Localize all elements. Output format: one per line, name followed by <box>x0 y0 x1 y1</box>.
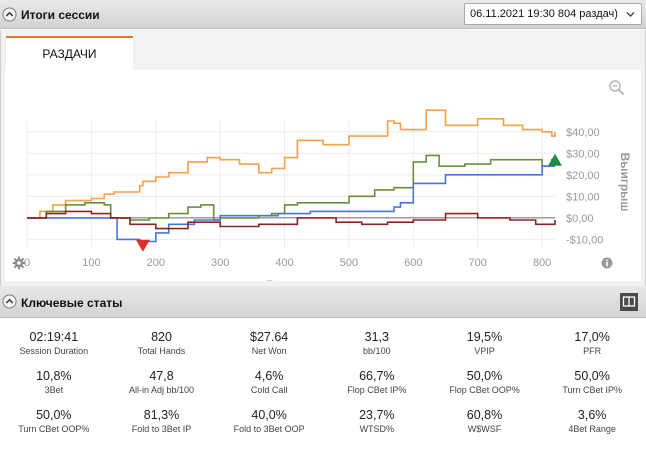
chart-panel: 0 100 200 300 400 500 600 700 800 -$10,00 $0,00 $10… <box>5 70 641 281</box>
x-tick-label: 400 <box>275 257 293 269</box>
x-tick-label: 200 <box>147 257 165 269</box>
stat-cell: 40,0% Fold to 3Bet OOP <box>215 407 323 446</box>
stat-value: 50,0% <box>36 408 72 422</box>
stat-label: Turn CBet OOP% <box>18 424 90 434</box>
session-summary-title: Итоги сессии <box>21 8 100 22</box>
stat-label: 3Bet <box>44 385 64 395</box>
stat-value: 820 <box>151 330 172 344</box>
stat-label: WTSD% <box>359 424 395 434</box>
collapse-session-icon[interactable] <box>2 7 17 22</box>
stat-value: 50,0% <box>574 369 610 383</box>
x-tick-label: 300 <box>211 257 229 269</box>
y-tick-label: -$10,00 <box>566 234 603 246</box>
x-tick-label: 500 <box>340 257 358 269</box>
y-tick-label: $0,00 <box>566 213 594 225</box>
stat-value: 10,8% <box>36 369 72 383</box>
x-tick-label: 600 <box>404 257 422 269</box>
stat-label: bb/100 <box>363 346 391 356</box>
collapse-stats-icon[interactable] <box>2 294 17 309</box>
stat-cell: 10,8% 3Bet <box>0 368 108 407</box>
stat-label: Net Won <box>251 346 287 356</box>
stat-label: Fold to 3Bet OOP <box>233 424 305 434</box>
stat-label: All-in Adj bb/100 <box>128 385 195 395</box>
stat-label: 4Bet Range <box>568 424 616 434</box>
x-tick-label: 0 <box>24 257 30 269</box>
info-icon[interactable] <box>601 257 613 269</box>
stat-value: 81,3% <box>143 408 180 422</box>
stat-label: Session Duration <box>19 346 89 356</box>
stat-label: Cold Call <box>250 385 288 395</box>
layout-icon[interactable] <box>620 293 638 311</box>
series-line <box>27 109 556 219</box>
stat-cell: 4,6% Cold Call <box>215 368 323 407</box>
marker-triangle-up <box>548 153 562 166</box>
stat-value: 02:19:41 <box>29 330 79 344</box>
stat-label: Flop CBet OOP% <box>449 385 520 395</box>
stat-cell: 31,3 bb/100 <box>323 329 431 368</box>
stat-label: VPIP <box>474 346 495 356</box>
y-tick-label: $30,00 <box>566 148 600 160</box>
y-tick-label: $40,00 <box>566 127 600 139</box>
session-content: РАЗДАЧИ 0 100 200 300 400 500 600 700 800 -$10,00… <box>0 30 646 286</box>
stat-cell: 81,3% Fold to 3Bet IP <box>108 407 216 446</box>
key-stats-title: Ключевые статы <box>21 296 123 310</box>
key-stats-header: Ключевые статы <box>0 286 646 318</box>
stat-value: 66,7% <box>359 369 395 383</box>
y-tick-label: $20,00 <box>566 170 600 182</box>
tab-hands[interactable]: РАЗДАЧИ <box>6 36 133 70</box>
stat-cell: 60,8% W$WSF <box>431 407 539 446</box>
x-axis-label: Раздачи <box>267 278 316 281</box>
stat-label: Turn CBet IP% <box>562 385 622 395</box>
stat-value: 4,6% <box>254 369 284 383</box>
stat-value: 23,7% <box>359 408 395 422</box>
key-stats-grid: 02:19:41 Session Duration 820 Total Hands $2… <box>0 329 646 446</box>
stat-value: 17,0% <box>574 330 610 344</box>
stat-label: W$WSF <box>467 424 502 434</box>
chevron-down-icon <box>626 12 635 17</box>
session-summary-header: Итоги сессии 06.11.2021 19:30 804 раздач… <box>0 0 646 29</box>
stat-cell: 23,7% WTSD% <box>323 407 431 446</box>
stat-value: 19,5% <box>466 330 503 344</box>
stat-label: Flop CBet IP% <box>347 385 407 395</box>
marker-triangle-down <box>135 239 150 252</box>
gear-icon[interactable] <box>12 256 26 270</box>
stat-cell: 66,7% Flop CBet IP% <box>323 368 431 407</box>
key-stats-area: 02:19:41 Session Duration 820 Total Hands $2… <box>0 318 646 464</box>
stat-cell: 50,0% Flop CBet OOP% <box>431 368 539 407</box>
series-line <box>27 210 556 230</box>
stat-cell: 17,0% PFR <box>538 329 646 368</box>
stat-cell: 3,6% 4Bet Range <box>538 407 646 446</box>
stat-cell: 19,5% VPIP <box>431 329 539 368</box>
winnings-chart: 0 100 200 300 400 500 600 700 800 -$10,00 $0,00 $10… <box>24 109 632 281</box>
stat-cell: 47,8 All-in Adj bb/100 <box>108 368 216 407</box>
stat-cell: 02:19:41 Session Duration <box>0 329 108 368</box>
stat-label: Fold to 3Bet IP <box>131 424 192 434</box>
stat-value: 50,0% <box>466 369 503 383</box>
zoom-icon[interactable] <box>608 79 626 97</box>
x-tick-label: 800 <box>533 257 551 269</box>
y-tick-label: $10,00 <box>566 191 600 203</box>
series-line <box>27 154 555 221</box>
stat-value: 40,0% <box>251 408 287 422</box>
stat-value: 31,3 <box>364 330 389 344</box>
stat-value: 47,8 <box>149 369 174 383</box>
x-tick-label: 700 <box>469 257 487 269</box>
stat-value: 60,8% <box>466 408 503 422</box>
stat-label: PFR <box>583 346 602 356</box>
y-axis-label: Выигрыш <box>618 153 632 212</box>
stat-label: Total Hands <box>137 346 186 356</box>
stat-value: 3,6% <box>577 408 607 422</box>
series-line <box>27 165 555 243</box>
stat-cell: 50,0% Turn CBet OOP% <box>0 407 108 446</box>
stat-cell: 820 Total Hands <box>108 329 216 368</box>
stat-value: $27.64 <box>250 330 289 344</box>
stat-cell: 50,0% Turn CBet IP% <box>538 368 646 407</box>
x-tick-label: 100 <box>82 257 100 269</box>
session-select-value: 06.11.2021 19:30 804 раздач) <box>470 8 618 20</box>
session-select[interactable]: 06.11.2021 19:30 804 раздач) <box>464 3 642 25</box>
tab-hands-label: РАЗДАЧИ <box>42 47 97 61</box>
stat-cell: $27.64 Net Won <box>215 329 323 368</box>
